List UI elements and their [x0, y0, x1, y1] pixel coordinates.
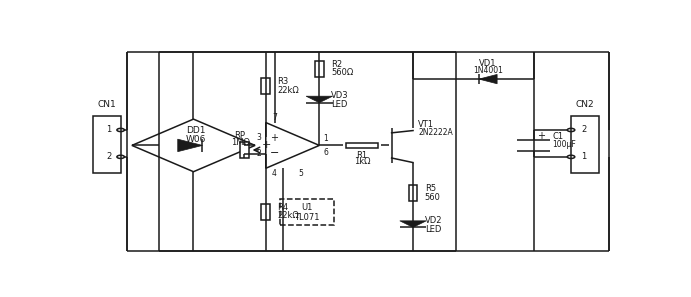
Text: R2: R2 — [331, 60, 342, 69]
Text: LED: LED — [425, 225, 441, 234]
Text: VD2: VD2 — [425, 216, 442, 225]
Text: R5: R5 — [425, 184, 436, 193]
Text: VT1: VT1 — [418, 120, 435, 129]
Text: 1: 1 — [106, 125, 111, 135]
Text: 1kΩ: 1kΩ — [354, 157, 370, 166]
Text: +: + — [537, 131, 545, 140]
Text: 2: 2 — [581, 125, 586, 135]
Text: 6: 6 — [323, 148, 328, 157]
Text: VD1: VD1 — [480, 59, 497, 68]
Text: DD1: DD1 — [187, 126, 206, 135]
Bar — [240, 142, 249, 158]
Text: 1N4001: 1N4001 — [473, 66, 503, 75]
Bar — [346, 143, 378, 148]
Polygon shape — [306, 96, 332, 103]
Text: 2N2222A: 2N2222A — [418, 128, 453, 137]
Text: C1: C1 — [552, 132, 563, 141]
Text: 560Ω: 560Ω — [331, 68, 353, 78]
Polygon shape — [479, 75, 497, 84]
Text: 5: 5 — [298, 169, 303, 178]
Text: R3: R3 — [278, 77, 289, 86]
Text: 3: 3 — [256, 133, 261, 142]
Bar — [261, 204, 270, 220]
Text: CN2: CN2 — [576, 100, 594, 109]
Polygon shape — [400, 221, 426, 227]
Text: +: + — [270, 133, 278, 143]
Bar — [261, 78, 270, 94]
Bar — [409, 185, 417, 201]
Text: CN1: CN1 — [97, 100, 116, 109]
Text: 1MΩ: 1MΩ — [231, 138, 249, 147]
Text: +: + — [262, 140, 272, 150]
Bar — [93, 116, 121, 173]
Text: W06: W06 — [186, 135, 207, 143]
Text: 2: 2 — [106, 152, 111, 161]
Text: 560: 560 — [425, 192, 441, 202]
Text: LED: LED — [331, 100, 348, 109]
Text: 4: 4 — [272, 169, 277, 178]
Text: 1: 1 — [581, 152, 586, 161]
Bar — [281, 199, 334, 225]
Text: TL071: TL071 — [294, 213, 320, 222]
Text: 1: 1 — [323, 134, 328, 143]
Text: R1: R1 — [357, 151, 368, 160]
Text: 22kΩ: 22kΩ — [278, 86, 299, 94]
Text: R4: R4 — [278, 203, 289, 212]
Text: 100μF: 100μF — [552, 140, 576, 149]
Text: 2: 2 — [256, 149, 261, 158]
Text: 7: 7 — [272, 113, 277, 122]
Text: 22kΩ: 22kΩ — [278, 211, 299, 220]
Text: U1: U1 — [301, 203, 313, 212]
Bar — [315, 61, 323, 77]
Text: RP: RP — [234, 131, 245, 140]
Text: −: − — [269, 148, 279, 158]
Polygon shape — [178, 139, 202, 152]
Bar — [571, 116, 599, 173]
Text: VD3: VD3 — [331, 91, 349, 99]
